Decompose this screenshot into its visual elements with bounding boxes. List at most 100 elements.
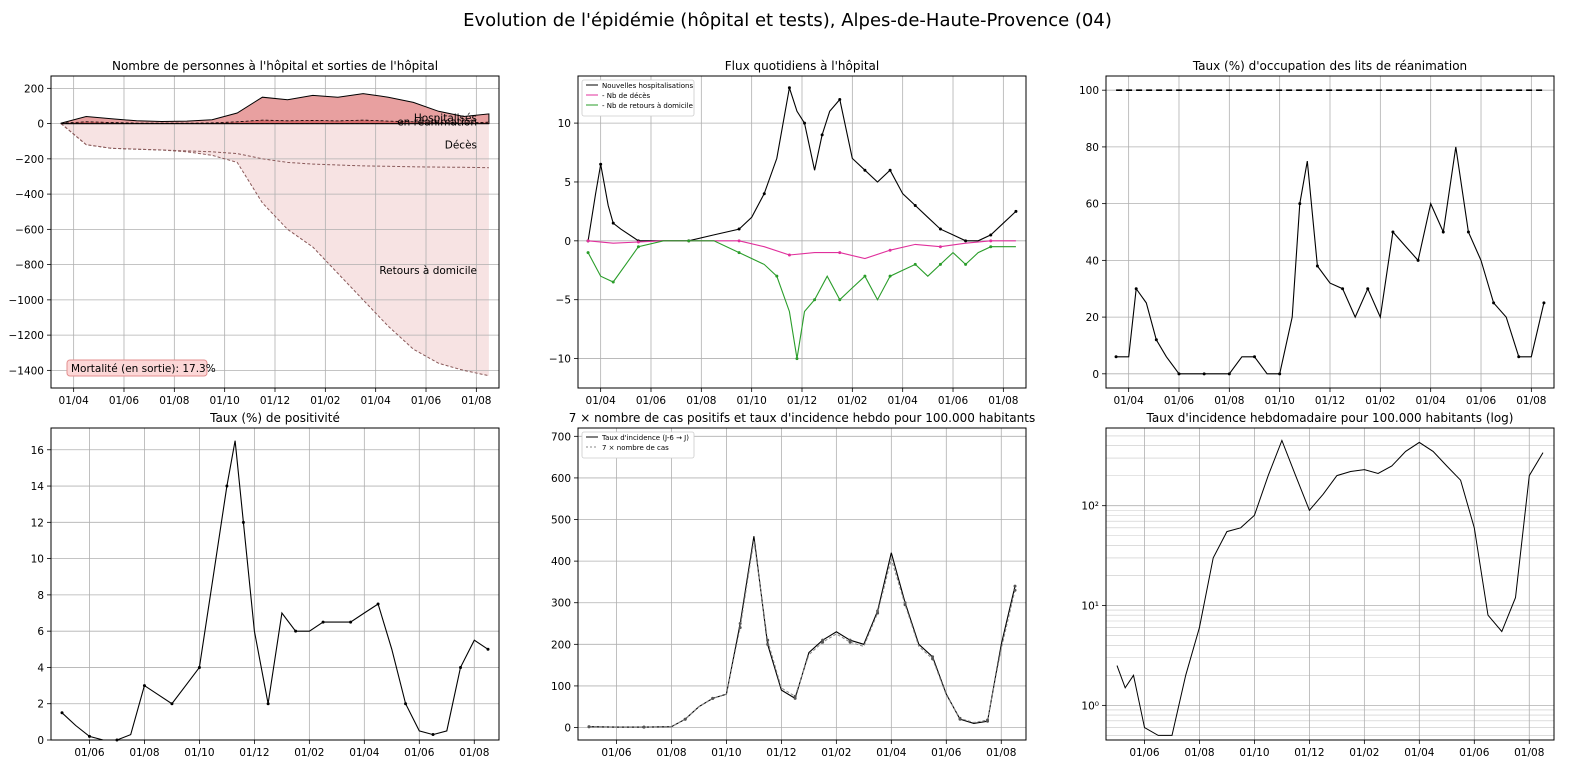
y-tick-label: −5 [556,295,571,307]
data-point [1252,355,1256,359]
data-point [793,696,797,700]
data-point [687,239,691,243]
x-tick-label: 01/10 [1265,395,1295,407]
x-tick-label: 01/02 [1365,395,1395,407]
x-tick-label: 01/08 [1514,747,1544,759]
data-point [642,725,646,729]
y-tick-label: −10 [549,354,571,366]
legend-incidence: Taux d'incidence (J-6 → J) 7 × nombre de … [581,431,695,459]
x-tick-label: 01/08 [988,395,1018,407]
data-point [1014,209,1018,213]
y-tick-label: 20 [1086,312,1099,324]
legend-label: - Nb de décès [602,92,651,100]
y-tick-label: 10¹ [1081,601,1099,613]
data-point [876,611,880,615]
x-tick-label: 01/06 [1129,747,1160,759]
y-tick-label: −1200 [8,330,44,342]
x-tick-label: 01/04 [876,747,907,759]
subplot-title: 7 × nombre de cas positifs et taux d'inc… [569,411,1035,425]
hospitalises-area [60,93,490,125]
data-point [115,738,119,742]
data-point [938,227,942,231]
y-tick-label: 6 [37,626,44,638]
label-hospitalises: Hospitalisés [414,113,477,125]
x-tick-label: 01/06 [1466,395,1497,407]
data-point [1114,355,1118,359]
mortality-box [66,359,208,377]
data-point [848,640,852,644]
y-tick-label: 0 [37,119,44,131]
data-point [738,622,742,626]
legend-box [581,79,695,117]
x-tick-label: 01/04 [59,395,90,407]
x-tick-label: 01/06 [636,395,667,407]
x-tick-label: 01/08 [461,395,491,407]
data-point [711,696,715,700]
data-point [1466,230,1470,234]
data-point [1315,264,1319,268]
y-tick-label: 12 [31,517,44,529]
x-tick-label: 01/08 [459,747,489,759]
data-point [349,620,353,624]
x-tick-label: 01/12 [1294,747,1324,759]
data-point [87,734,91,738]
data-point [863,274,867,278]
x-tick-label: 01/06 [1459,747,1490,759]
x-tick-label: 01/06 [74,747,105,759]
data-point [888,248,892,252]
y-tick-label: 200 [24,83,44,95]
x-tick-label: 01/06 [109,395,140,407]
label-retours: Retours à domicile [379,265,477,277]
plot-frame [577,75,1027,389]
series-line-incidence-1 [588,540,1016,728]
x-tick-label: 01/08 [1214,395,1244,407]
data-point [1154,338,1158,342]
y-tick-label: −800 [15,260,44,272]
y-tick-label: 0 [564,236,571,248]
x-tick-label: 01/10 [737,395,767,407]
x-tick-label: 01/12 [766,747,796,759]
legend-flux: Nouvelles hospitalisations - Nb de décès -… [581,79,695,117]
y-tick-label: 10⁰ [1081,700,1099,712]
plot-frame [1105,75,1555,389]
data-point [793,694,797,698]
y-tick-label: 500 [551,515,571,527]
data-point [1013,588,1017,592]
data-point [838,298,842,302]
subplot-positivite: 01/06 01/08 01/10 01/12 01/02 01/04 01/06 01/08… [31,411,500,759]
y-tick-label: 60 [1086,199,1099,211]
y-tick-label: 40 [1086,255,1099,267]
data-point [821,640,825,644]
y-tick-label: −1400 [8,365,44,377]
series-line-flux-1 [588,240,1016,260]
x-tick-label: 01/08 [1184,747,1214,759]
data-point [775,274,779,278]
series-line-positivite-0 [61,440,489,741]
subplot-title: Taux (%) d'occupation des lits de réanim… [1192,59,1467,73]
data-point [587,725,591,729]
data-point [813,298,817,302]
x-tick-label: 01/08 [1516,395,1546,407]
subplot-flux: 01/04 01/06 01/08 01/10 01/12 01/02 01/04 01/06… [549,59,1027,407]
data-point [1177,372,1181,376]
data-point [863,168,867,172]
data-point [762,192,766,196]
data-point [986,718,990,722]
x-tick-label: 01/12 [787,395,817,407]
data-point [1517,355,1521,359]
data-point [1542,301,1546,305]
x-tick-label: 01/08 [986,747,1016,759]
legend-label: - Nb de retours à domicile [602,102,693,110]
x-tick-label: 01/12 [239,747,269,759]
data-point [1013,584,1017,588]
data-point [486,647,490,651]
y-tick-label: 10 [558,118,571,130]
data-point [431,733,435,737]
data-point [938,262,942,266]
data-point [737,239,741,243]
x-tick-label: 01/02 [294,747,324,759]
plot-frame [50,427,500,741]
plot-frame [50,75,500,389]
subplot-rea: 01/04 01/06 01/08 01/10 01/12 01/02 01/04 01/06… [1079,59,1555,407]
data-point [931,655,935,659]
